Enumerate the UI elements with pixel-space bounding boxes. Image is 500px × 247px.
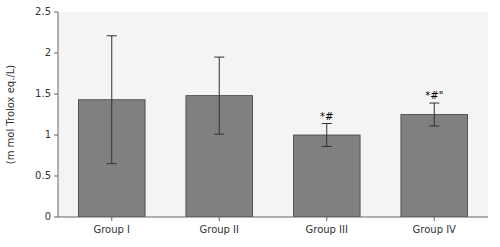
y-tick-label: 2 [45, 47, 51, 58]
error-bar-stem [434, 103, 435, 126]
error-bar-cap [214, 134, 224, 135]
x-tick-label: Group III [306, 224, 348, 235]
y-tick-label: 1.5 [35, 88, 51, 99]
plot-background [58, 12, 488, 217]
y-axis-label: (m mol Trolox eq./L) [5, 65, 16, 165]
error-bar-stem [326, 124, 327, 147]
x-axis-line [58, 217, 488, 218]
y-tick-label: 0.5 [35, 170, 51, 181]
y-tick-label: 1 [45, 129, 51, 140]
error-bar [429, 103, 439, 126]
plot-area [78, 36, 467, 217]
annotation: *#" [425, 90, 443, 101]
x-tick [219, 217, 220, 221]
error-bar-cap [214, 57, 224, 58]
error-bar-cap [429, 125, 439, 126]
error-bar-stem [219, 57, 220, 134]
error-bar [214, 57, 224, 134]
y-tick-label: 2.5 [35, 6, 51, 17]
y-tick-label: 0 [45, 211, 51, 222]
bar [293, 135, 360, 217]
bar [401, 115, 468, 218]
x-tick-label: Group II [199, 224, 239, 235]
error-bar-cap [429, 103, 439, 104]
error-bar-cap [107, 35, 117, 36]
error-bar-cap [322, 123, 332, 124]
error-bar [322, 124, 332, 147]
chart: 0 0.5 1 1.5 2 2.5 (m mol Trolox eq./L) *# *#" Gro… [0, 0, 500, 247]
y-axis-line [58, 12, 59, 217]
chart-container: 0 0.5 1 1.5 2 2.5 (m mol Trolox eq./L) *# *#" Gro… [0, 0, 500, 247]
y-tick [54, 94, 58, 95]
annotation: *# [320, 111, 333, 122]
x-tick [111, 217, 112, 221]
x-axis: Group I Group II Group III Group IV [58, 217, 488, 235]
error-bar [107, 36, 117, 164]
y-axis: 0 0.5 1 1.5 2 2.5 [35, 6, 58, 222]
error-bar-cap [107, 163, 117, 164]
y-tick [54, 135, 58, 136]
y-tick [54, 53, 58, 54]
x-tick-label: Group I [93, 224, 130, 235]
error-bar-cap [322, 146, 332, 147]
y-tick [54, 217, 58, 218]
y-tick [54, 12, 58, 13]
error-bar-stem [111, 36, 112, 164]
x-tick-label: Group IV [413, 224, 457, 235]
x-tick [434, 217, 435, 221]
y-tick [54, 176, 58, 177]
x-tick [326, 217, 327, 221]
